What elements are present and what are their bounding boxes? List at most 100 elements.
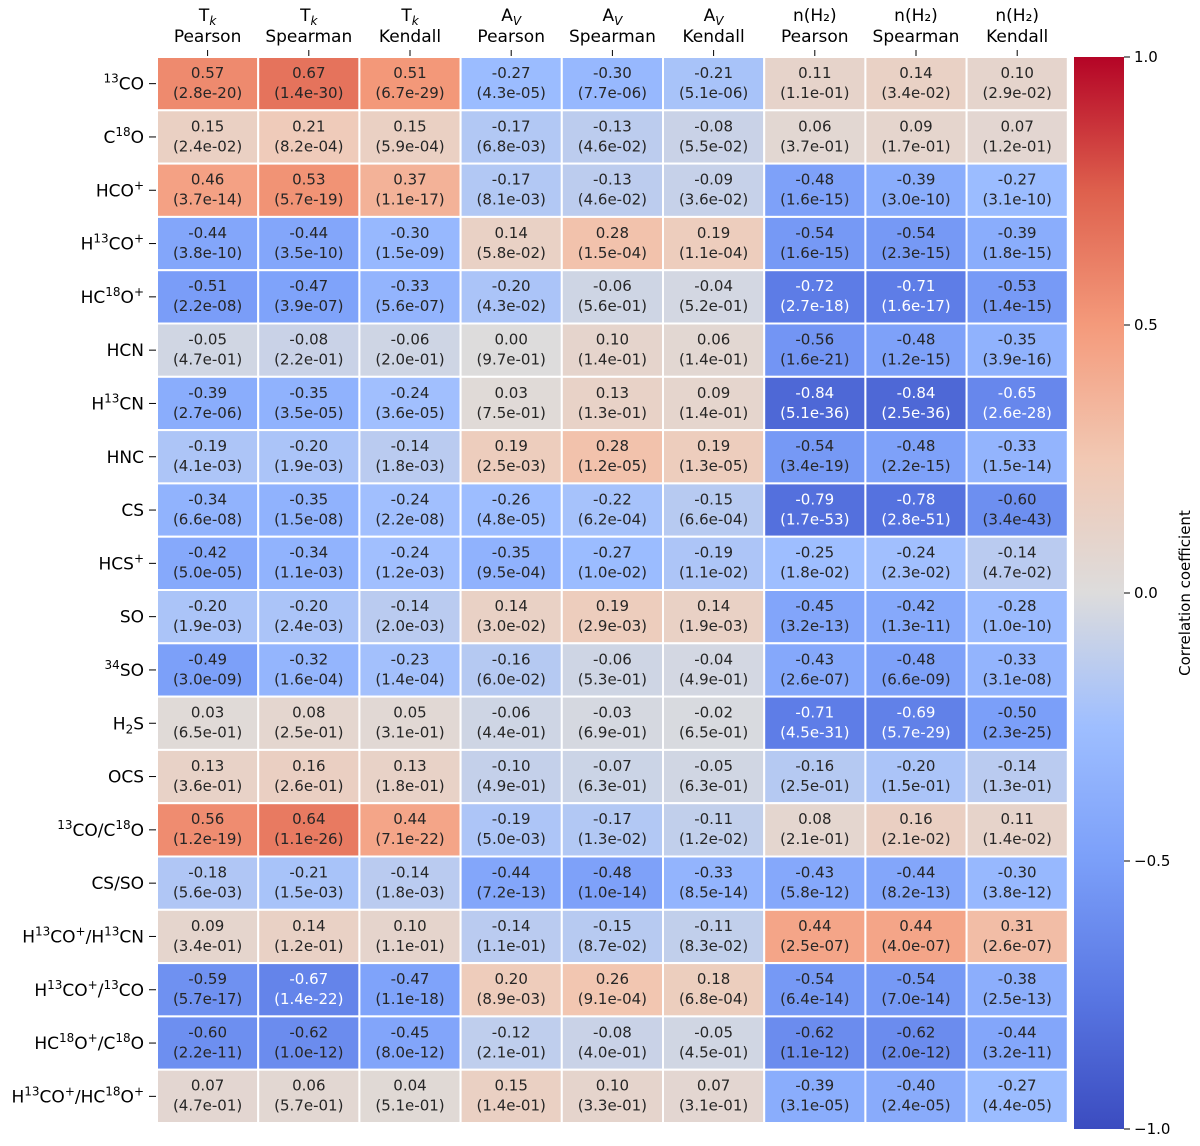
cell-pvalue-label: (3.7e-01) [780, 137, 849, 155]
cell-pvalue-label: (5.6e-01) [578, 297, 647, 315]
cell-pvalue-label: (9.1e-04) [578, 990, 647, 1008]
cell-pvalue-label: (1.6e-15) [780, 244, 849, 262]
cell-pvalue-label: (2.4e-03) [274, 617, 343, 635]
heatmap-cell [965, 1068, 1069, 1124]
cell-pvalue-label: (9.5e-04) [477, 564, 546, 582]
cell-coefficient-label: -0.07 [593, 757, 632, 775]
cell-coefficient-label: -0.44 [492, 864, 531, 882]
row-label: 13CO [103, 72, 144, 95]
cell-coefficient-label: -0.48 [593, 864, 632, 882]
cell-pvalue-label: (1.8e-01) [375, 777, 444, 795]
heatmap-cell [257, 375, 361, 432]
cell-coefficient-label: -0.43 [795, 650, 834, 668]
heatmap-row: -0.59 (5.7e-17) -0.67 (1.4e-22) -0.47 (1.1e-1… [156, 962, 1069, 1018]
cell-pvalue-label: (4.5e-31) [780, 724, 849, 742]
column-method-label: Kendall [379, 27, 441, 47]
cell-coefficient-label: -0.10 [492, 757, 531, 775]
heatmap-row: -0.44 (3.8e-10) -0.44 (3.5e-10) -0.30 (1.5e-0… [156, 215, 1069, 272]
cell-pvalue-label: (1.2e-05) [578, 457, 647, 475]
heatmap-cell [965, 962, 1069, 1018]
heatmap-cell [156, 1068, 260, 1124]
cell-pvalue-label: (2.6e-28) [983, 404, 1052, 422]
heatmap-cell [358, 322, 462, 378]
cell-coefficient-label: 0.19 [697, 437, 730, 455]
cell-pvalue-label: (8.2e-13) [881, 884, 950, 902]
cell-coefficient-label: 0.64 [292, 810, 325, 828]
column-method-label: Spearman [265, 27, 352, 47]
cell-pvalue-label: (5.7e-19) [274, 191, 343, 209]
cell-coefficient-label: -0.16 [795, 757, 834, 775]
cell-coefficient-label: -0.20 [492, 277, 531, 295]
cell-pvalue-label: (7.0e-14) [881, 990, 950, 1008]
cell-pvalue-label: (3.1e-05) [780, 1097, 849, 1115]
cell-coefficient-label: -0.48 [795, 171, 834, 189]
heatmap-row: 0.46 (3.7e-14) 0.53 (5.7e-19) 0.37 (1.1e-17) -… [156, 162, 1069, 218]
cell-pvalue-label: (1.6e-15) [780, 191, 849, 209]
cell-pvalue-label: (5.1e-01) [375, 1097, 444, 1115]
heatmap-cell [358, 908, 462, 965]
heatmap-cell [257, 1068, 361, 1124]
heatmap-row: -0.51 (2.2e-08) -0.47 (3.9e-07) -0.33 (5.6e-0… [156, 269, 1069, 325]
cell-pvalue-label: (1.0e-10) [983, 617, 1052, 635]
row-label: H13CO+/HC18O+ [11, 1084, 144, 1107]
cell-pvalue-label: (1.3e-05) [679, 457, 748, 475]
cell-pvalue-label: (2.8e-20) [173, 84, 242, 102]
cell-coefficient-label: -0.26 [492, 490, 531, 508]
heatmap-cell [156, 589, 260, 645]
cell-pvalue-label: (1.8e-03) [375, 457, 444, 475]
heatmap-row: -0.20 (1.9e-03) -0.20 (2.4e-03) -0.14 (2.0e-0… [156, 589, 1069, 645]
cell-pvalue-label: (2.2e-15) [881, 457, 950, 475]
cell-pvalue-label: (2.2e-08) [173, 297, 242, 315]
cell-coefficient-label: -0.39 [897, 171, 936, 189]
heatmap-cell [358, 535, 462, 592]
heatmap-cell [864, 642, 968, 698]
cell-coefficient-label: 0.14 [899, 64, 932, 82]
colorbar-tick-label: 1.0 [1134, 48, 1158, 66]
cell-coefficient-label: -0.84 [795, 384, 834, 402]
cell-coefficient-label: -0.33 [998, 437, 1037, 455]
heatmap-cell [864, 322, 968, 378]
cell-pvalue-label: (1.4e-01) [679, 351, 748, 369]
cell-pvalue-label: (2.9e-03) [578, 617, 647, 635]
heatmap-row: -0.18 (5.6e-03) -0.21 (1.5e-03) -0.14 (1.8e-0… [156, 855, 1069, 911]
cell-coefficient-label: -0.11 [694, 917, 733, 935]
cell-coefficient-label: -0.49 [188, 650, 227, 668]
cell-pvalue-label: (9.7e-01) [477, 351, 546, 369]
colorbar-gradient [1074, 57, 1124, 1129]
cell-pvalue-label: (3.0e-02) [477, 617, 546, 635]
row-label: 13CO/C18O [57, 818, 144, 841]
heatmap-cell [459, 642, 563, 698]
heatmap-cell [763, 908, 867, 965]
cell-pvalue-label: (5.5e-02) [679, 137, 748, 155]
heatmap-row: -0.60 (2.2e-11) -0.62 (1.0e-12) -0.45 (8.0e-1… [156, 1015, 1069, 1071]
cell-coefficient-label: 0.44 [798, 917, 831, 935]
cell-coefficient-label: -0.43 [795, 864, 834, 882]
heatmap-cell [459, 855, 563, 911]
cell-coefficient-label: 0.21 [292, 117, 325, 135]
cell-coefficient-label: -0.44 [998, 1023, 1037, 1041]
cell-pvalue-label: (8.7e-02) [578, 937, 647, 955]
cell-coefficient-label: -0.39 [795, 1077, 834, 1095]
heatmap-cell [864, 56, 968, 112]
cell-coefficient-label: -0.54 [795, 970, 834, 988]
cell-coefficient-label: -0.60 [998, 490, 1037, 508]
cell-pvalue-label: (1.4e-22) [274, 990, 343, 1008]
heatmap-cell [763, 1068, 867, 1124]
cell-pvalue-label: (6.6e-08) [173, 510, 242, 528]
cell-pvalue-label: (1.4e-01) [477, 1097, 546, 1115]
column-method-label: Kendall [986, 27, 1048, 47]
cell-coefficient-label: -0.23 [391, 650, 430, 668]
heatmap-row: -0.39 (2.7e-06) -0.35 (3.5e-05) -0.24 (3.6e-0… [156, 375, 1069, 432]
heatmap-cell [763, 535, 867, 592]
heatmap-cell [662, 802, 766, 858]
cell-pvalue-label: (4.7e-02) [983, 564, 1052, 582]
heatmap-cell [257, 962, 361, 1018]
cell-coefficient-label: -0.11 [694, 810, 733, 828]
cell-pvalue-label: (3.8e-10) [173, 244, 242, 262]
cell-coefficient-label: -0.79 [795, 490, 834, 508]
cell-coefficient-label: -0.40 [897, 1077, 936, 1095]
cell-coefficient-label: 0.37 [393, 171, 426, 189]
heatmap-cell [358, 855, 462, 911]
row-label: 34SO [105, 658, 144, 681]
